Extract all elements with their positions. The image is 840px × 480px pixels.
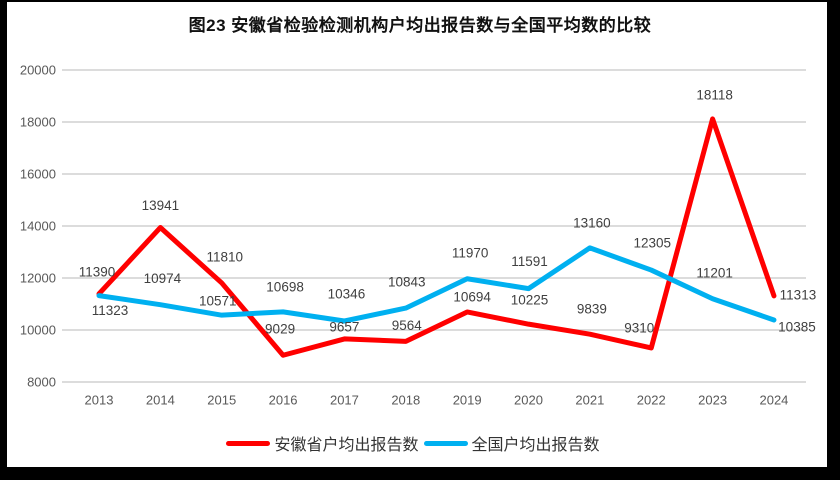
data-point-label: 9310 bbox=[624, 320, 654, 335]
data-point-label: 10346 bbox=[328, 287, 366, 302]
x-axis-tick-label: 2021 bbox=[575, 393, 604, 408]
data-point-label: 13160 bbox=[573, 215, 611, 230]
x-axis-tick-label: 2017 bbox=[330, 393, 359, 408]
legend-item-anhui: 安徽省户均出报告数 bbox=[226, 431, 419, 455]
data-point-label: 9657 bbox=[329, 319, 359, 334]
x-axis-tick-label: 2018 bbox=[391, 393, 420, 408]
x-axis-tick-label: 2024 bbox=[759, 393, 788, 408]
data-point-label: 11201 bbox=[696, 265, 733, 280]
data-point-label: 10694 bbox=[453, 289, 491, 304]
data-point-label: 9029 bbox=[265, 322, 295, 337]
chart-legend: 安徽省户均出报告数 全国户均出报告数 bbox=[0, 431, 826, 455]
data-point-label: 11810 bbox=[206, 249, 243, 264]
data-point-label: 11970 bbox=[452, 245, 489, 260]
national-series-line bbox=[96, 245, 777, 324]
data-point-label: 12305 bbox=[633, 236, 671, 251]
y-axis-tick-label: 14000 bbox=[20, 219, 56, 234]
x-axis-tick-label: 2020 bbox=[514, 393, 543, 408]
national-series-line-swatch bbox=[423, 440, 468, 446]
anhui-series-line bbox=[96, 116, 777, 358]
data-point-label: 10843 bbox=[388, 275, 426, 290]
data-point-label: 11390 bbox=[79, 264, 116, 279]
x-axis-tick-label: 2013 bbox=[85, 393, 114, 408]
chart-title: 图23 安徽省检验检测机构户均出报告数与全国平均数的比较 bbox=[188, 16, 652, 35]
anhui-series-line-swatch bbox=[226, 440, 271, 446]
x-axis-tick-label: 2022 bbox=[637, 393, 666, 408]
x-axis-tick-label: 2016 bbox=[269, 393, 298, 408]
data-point-label: 11323 bbox=[92, 303, 129, 318]
data-point-label: 10225 bbox=[511, 293, 549, 308]
x-axis-tick-label: 2023 bbox=[698, 393, 727, 408]
data-point-label: 18118 bbox=[696, 87, 733, 102]
x-axis-tick-label: 2019 bbox=[453, 393, 482, 408]
data-point-label: 11591 bbox=[511, 254, 548, 269]
legend-label-national: 全国户均出报告数 bbox=[471, 437, 600, 454]
data-point-label: 10385 bbox=[778, 319, 816, 334]
y-axis-tick-label: 18000 bbox=[20, 115, 56, 130]
x-axis-tick-label: 2014 bbox=[146, 393, 175, 408]
chart-background bbox=[7, 2, 827, 467]
legend-item-national: 全国户均出报告数 bbox=[423, 431, 600, 455]
x-axis-tick-label: 2015 bbox=[207, 393, 236, 408]
y-axis-tick-label: 16000 bbox=[20, 167, 56, 182]
data-point-label: 10974 bbox=[144, 271, 182, 286]
y-axis-tick-label: 20000 bbox=[20, 63, 56, 78]
data-point-label: 13941 bbox=[142, 198, 180, 213]
y-axis-tick-label: 12000 bbox=[20, 271, 56, 286]
data-point-label: 10571 bbox=[199, 294, 237, 309]
y-axis-tick-label: 10000 bbox=[20, 323, 56, 338]
y-axis-tick-label: 8000 bbox=[27, 375, 56, 390]
data-point-label: 10698 bbox=[266, 279, 304, 294]
legend-label-anhui: 安徽省户均出报告数 bbox=[274, 437, 419, 454]
data-point-label: 9839 bbox=[577, 302, 607, 317]
data-point-label: 9564 bbox=[392, 318, 423, 333]
data-point-label: 11313 bbox=[780, 287, 817, 302]
